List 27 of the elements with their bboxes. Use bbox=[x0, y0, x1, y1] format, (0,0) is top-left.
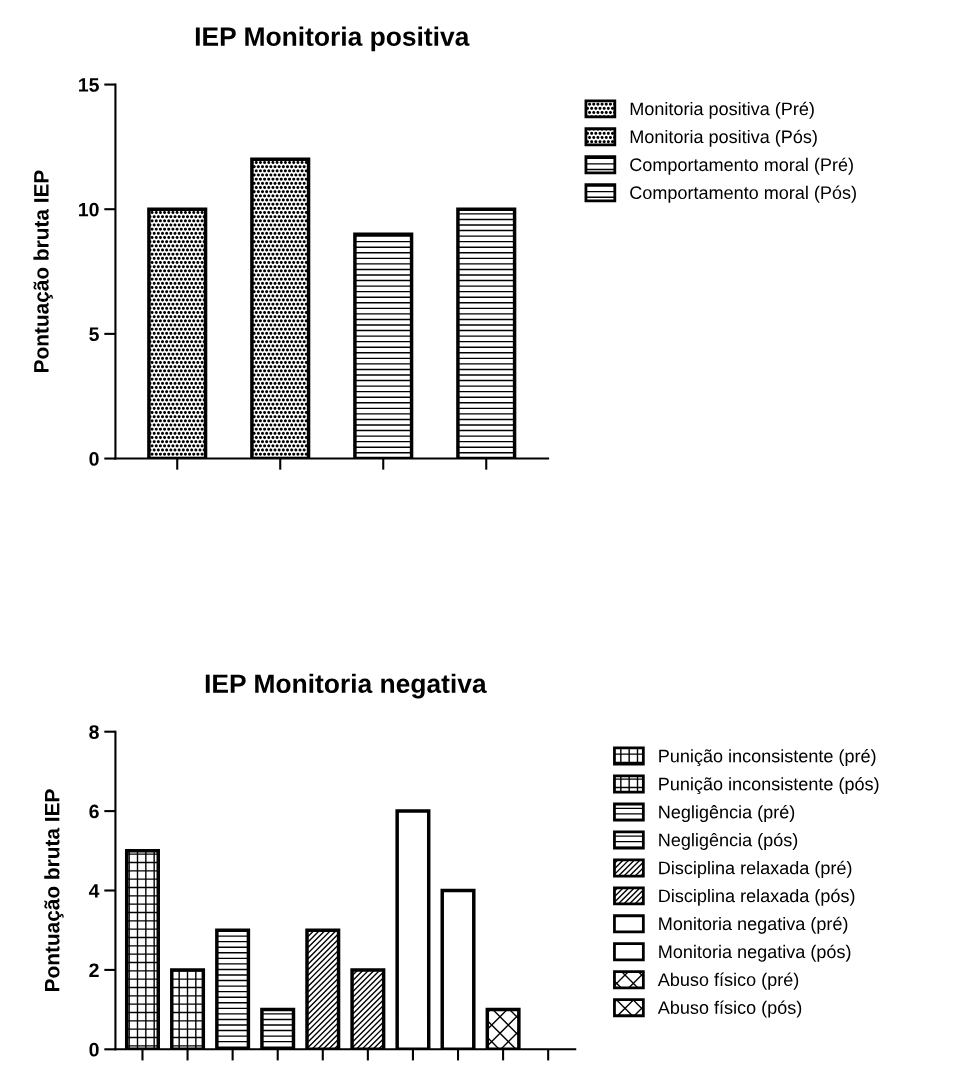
legend-label: Monitoria negativa (pós) bbox=[659, 944, 851, 962]
y-tick-label: 4 bbox=[88, 884, 100, 898]
y-axis-title: Pontuação bruta IEP bbox=[33, 170, 53, 373]
y-tick-label: 10 bbox=[79, 202, 99, 217]
legend-label: Monitoria positiva (Pós) bbox=[630, 129, 817, 147]
legend-label: Negligência (pré) bbox=[659, 804, 795, 822]
legend-label: Comportamento moral (Pré) bbox=[630, 157, 853, 175]
legend-label: Comportamento moral (Pós) bbox=[630, 185, 856, 203]
chart-title: IEP Monitoria negativa bbox=[205, 673, 487, 699]
y-tick-label: 5 bbox=[89, 327, 99, 342]
chart-title: IEP Monitoria positiva bbox=[195, 26, 470, 52]
legend-label: Monitoria positiva (Pré) bbox=[630, 101, 814, 119]
y-tick-label: 2 bbox=[89, 963, 99, 977]
legend-label: Monitoria negativa (pré) bbox=[659, 916, 848, 934]
legend-label: Punição inconsistente (pré) bbox=[659, 748, 876, 767]
legend-label: Abuso físico (pós) bbox=[657, 1000, 802, 1018]
y-tick-label: 6 bbox=[89, 804, 99, 819]
legend-label: Disciplina relaxada (pós) bbox=[659, 888, 855, 906]
legend-label: Abuso físico (pré) bbox=[657, 972, 799, 990]
y-tick-label: 0 bbox=[89, 452, 99, 466]
y-tick-label: 8 bbox=[89, 725, 99, 739]
y-tick-label: 15 bbox=[79, 78, 99, 92]
legend-label: Negligência (pós) bbox=[659, 832, 798, 850]
legend-label: Disciplina relaxada (pré) bbox=[659, 860, 852, 878]
legend-label: Punição inconsistente (pós) bbox=[659, 776, 879, 795]
y-axis-title: Pontuação bruta IEP bbox=[44, 789, 64, 991]
y-tick-label: 0 bbox=[89, 1042, 99, 1057]
